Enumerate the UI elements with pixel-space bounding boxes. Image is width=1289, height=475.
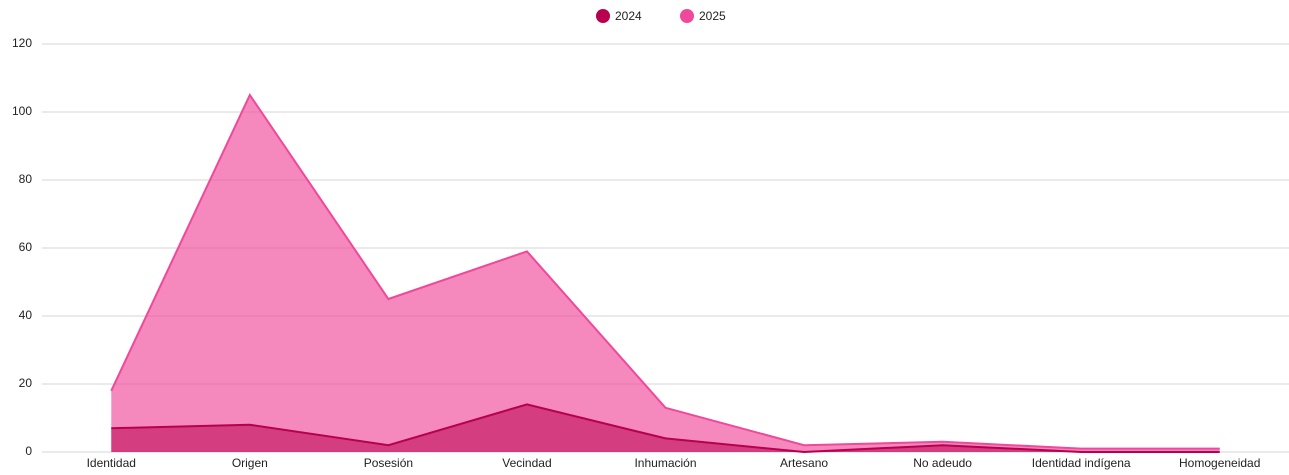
y-tick-label: 100 xyxy=(12,104,32,118)
legend-swatch xyxy=(596,9,610,23)
x-tick-label: Identidad xyxy=(87,456,136,470)
legend-label: 2024 xyxy=(615,9,642,23)
y-tick-label: 20 xyxy=(19,376,33,390)
y-tick-label: 40 xyxy=(19,308,33,322)
x-tick-label: Identidad indígena xyxy=(1032,456,1131,470)
area-fill xyxy=(111,95,1220,452)
area-line xyxy=(111,403,1220,454)
x-tick-label: Origen xyxy=(232,456,268,470)
x-tick-label: Posesión xyxy=(364,456,413,470)
y-tick-label: 60 xyxy=(19,240,33,254)
y-tick-label: 120 xyxy=(12,36,32,50)
x-tick-label: Inhumación xyxy=(634,456,696,470)
legend-swatch xyxy=(680,9,694,23)
area-line xyxy=(110,92,1220,450)
legend-label: 2025 xyxy=(699,9,726,23)
x-tick-label: Artesano xyxy=(780,456,828,470)
y-tick-label: 0 xyxy=(25,444,32,458)
y-tick-label: 80 xyxy=(19,172,33,186)
x-tick-label: Homogeneidad xyxy=(1179,456,1260,470)
x-tick-label: Vecindad xyxy=(502,456,551,470)
area-fill xyxy=(111,404,1220,452)
x-tick-label: No adeudo xyxy=(913,456,972,470)
